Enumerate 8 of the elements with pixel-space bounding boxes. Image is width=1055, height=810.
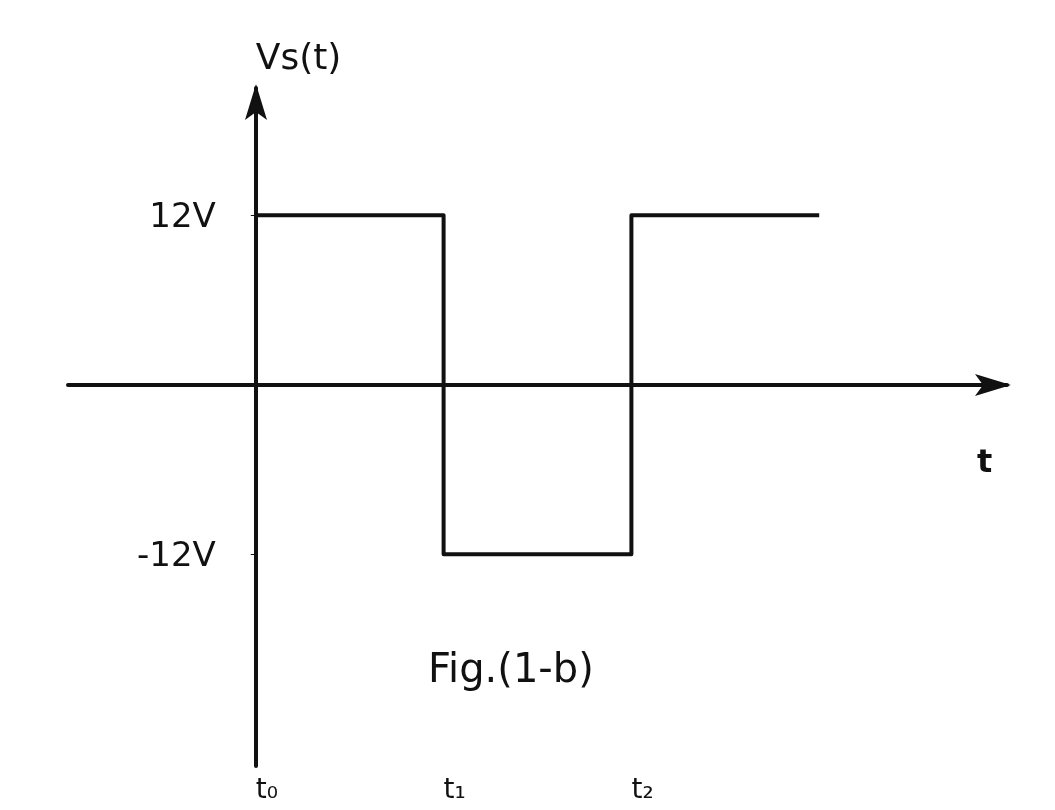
x-tick-label: t₂ xyxy=(631,771,654,805)
x-tick-label: t₀ xyxy=(255,771,278,805)
y-tick-label: -12V xyxy=(137,534,216,575)
x-tick-label: t₁ xyxy=(443,771,466,805)
x-axis-title: t xyxy=(977,441,993,480)
y-tick-label: 12V xyxy=(149,195,216,236)
annotation: Fig.(1-b) xyxy=(428,645,594,691)
y-axis-title: Vs(t) xyxy=(255,35,342,77)
